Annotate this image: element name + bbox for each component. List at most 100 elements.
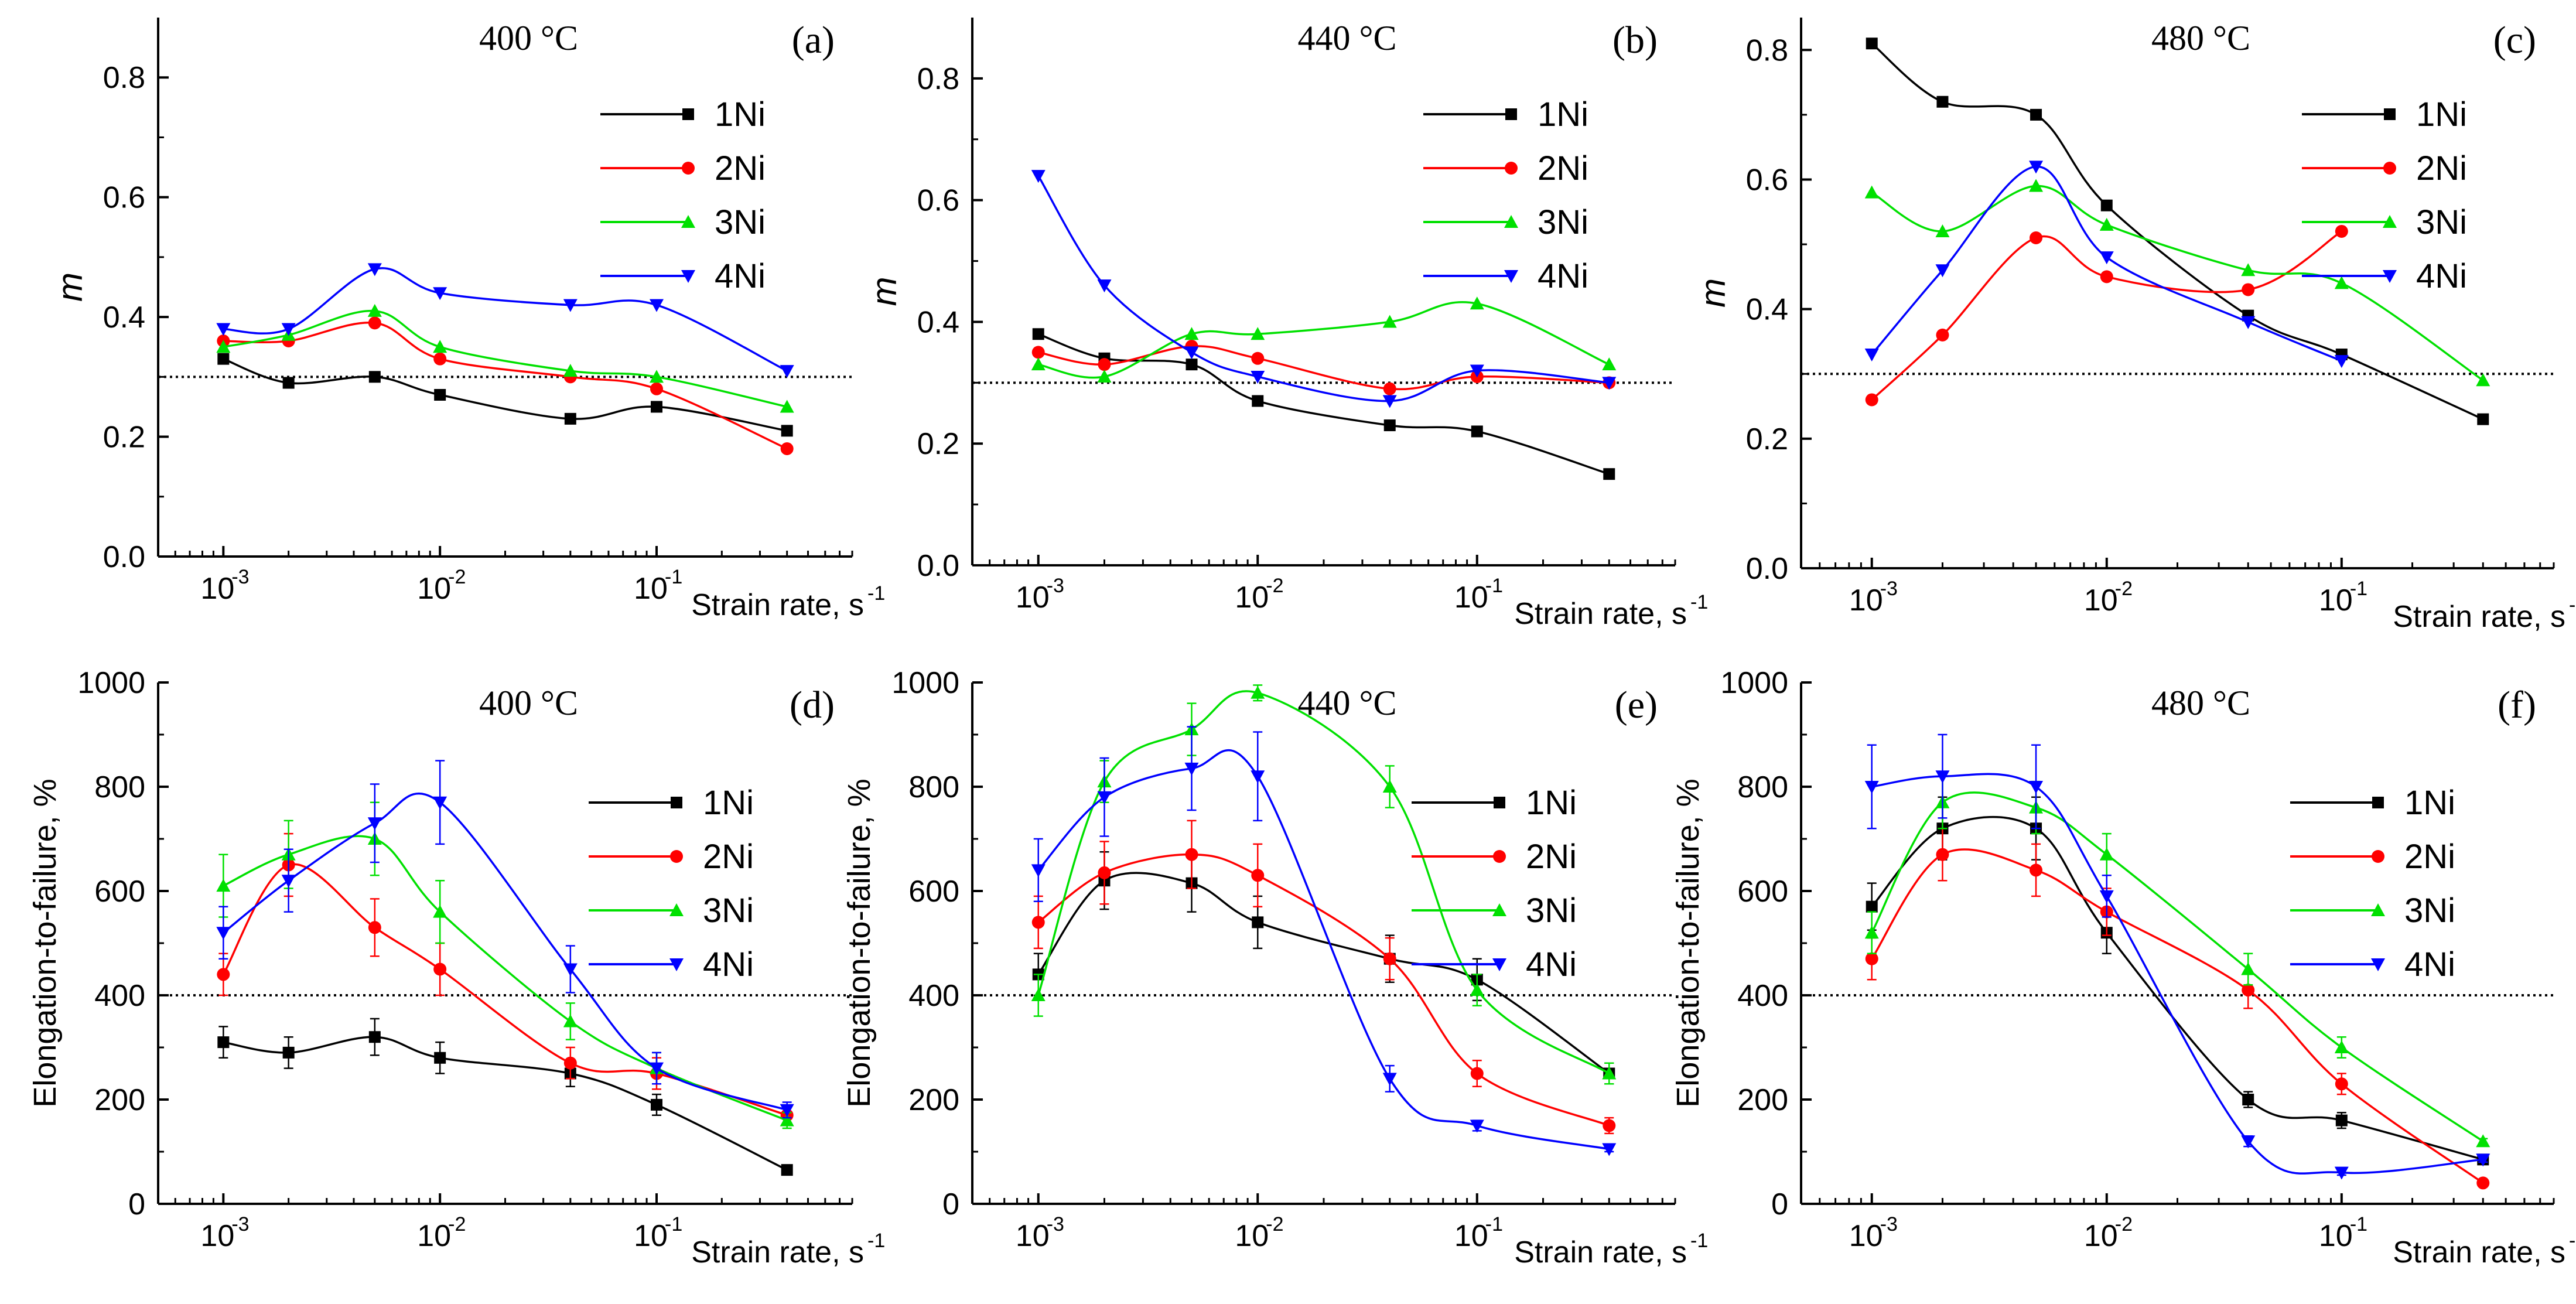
data-point [367, 263, 382, 276]
data-point [433, 352, 447, 366]
data-point [1935, 224, 1950, 237]
legend-label: 2Ni [2416, 149, 2467, 187]
data-point [433, 904, 447, 918]
x-axis-label: Strain rate, s-1 [2393, 1230, 2576, 1269]
data-point [780, 442, 794, 455]
legend-marker [681, 270, 695, 283]
legend-label: 2Ni [2404, 838, 2455, 876]
series-curve [1037, 872, 1610, 1074]
data-point [1251, 370, 1265, 384]
legend-label: 4Ni [715, 257, 766, 295]
data-point [2242, 984, 2255, 997]
y-tick-label: 0.4 [917, 305, 959, 339]
data-point [2334, 1040, 2349, 1053]
legend-marker [2383, 162, 2396, 175]
data-point [1936, 95, 1949, 108]
svg-text:-1: -1 [1485, 1213, 1503, 1235]
data-point [1865, 952, 1878, 965]
svg-text:-2: -2 [1266, 1213, 1283, 1235]
data-point [2335, 1077, 2348, 1091]
series-1Ni [217, 353, 793, 437]
series-1Ni [1866, 37, 2489, 425]
legend-label: 3Ni [715, 203, 766, 241]
svg-text:-1: -1 [665, 566, 682, 588]
x-tick-label: 10-3 [200, 1213, 249, 1253]
data-point [368, 921, 381, 934]
x-tick-label: 10-1 [634, 1213, 682, 1253]
legend-label: 4Ni [1538, 257, 1588, 295]
panel-title: 440 °C [1297, 684, 1396, 722]
data-point [1252, 395, 1264, 407]
data-point [1603, 468, 1615, 480]
data-point [1602, 1143, 1617, 1156]
panel-title: 400 °C [479, 19, 578, 57]
y-axis-label: Elongation-to-failure, % [1670, 779, 1706, 1107]
data-point [1097, 791, 1112, 804]
data-point [651, 401, 663, 413]
series-4Ni [1864, 733, 2490, 1180]
data-point [650, 299, 664, 312]
series-4Ni [216, 263, 794, 378]
legend-label: 4Ni [2404, 945, 2455, 984]
y-tick-label: 0 [1771, 1187, 1788, 1221]
data-point [1031, 864, 1046, 878]
legend-item-4Ni: 4Ni [600, 257, 766, 295]
svg-text:10: 10 [1235, 1219, 1269, 1253]
y-tick-label: 0.8 [1746, 33, 1788, 67]
data-point [2334, 355, 2349, 368]
legend-label: 4Ni [2416, 257, 2467, 295]
data-point [2100, 270, 2113, 284]
data-point [2335, 224, 2348, 238]
series-curve [1038, 333, 1610, 475]
x-tick-label: 10-2 [1235, 1213, 1283, 1253]
data-point [1382, 315, 1397, 328]
svg-text:-3: -3 [231, 566, 249, 588]
svg-text:-3: -3 [1880, 1213, 1898, 1235]
panel-label: (f) [2498, 684, 2536, 726]
y-axis-label: m [50, 272, 90, 302]
data-point [2476, 1176, 2490, 1190]
data-point [564, 412, 576, 425]
series-curve [1871, 791, 2484, 1142]
svg-text:10: 10 [1454, 581, 1488, 615]
data-point [1383, 382, 1396, 395]
data-point [2334, 276, 2349, 289]
series-curve [1038, 301, 1610, 379]
svg-text:Strain rate, s: Strain rate, s [691, 1235, 864, 1269]
series-curve [1037, 853, 1610, 1127]
svg-text:10: 10 [2319, 1219, 2353, 1253]
y-tick-label: 0.6 [103, 181, 145, 215]
data-point [1184, 327, 1199, 340]
panel-title: 440 °C [1297, 19, 1396, 57]
legend-item-3Ni: 3Ni [1423, 203, 1588, 241]
series-2Ni [1031, 340, 1616, 395]
x-axis-label: Strain rate, s-1 [691, 1230, 885, 1269]
data-point [216, 927, 231, 940]
panel-label: (d) [790, 684, 835, 726]
svg-text:10: 10 [2084, 1219, 2118, 1253]
svg-text:-2: -2 [2115, 578, 2133, 600]
data-point [2029, 781, 2044, 794]
data-point [1864, 781, 1879, 794]
data-point [217, 1036, 230, 1049]
svg-text:-2: -2 [2115, 1213, 2133, 1235]
data-point [216, 340, 231, 353]
series-4Ni [1031, 726, 1617, 1156]
y-tick-label: 0.0 [1746, 552, 1788, 586]
legend-label: 3Ni [1526, 892, 1577, 930]
data-point [1866, 37, 1878, 50]
data-point [2242, 1094, 2254, 1105]
legend-marker [1492, 958, 1506, 971]
data-point [2030, 108, 2042, 121]
svg-text:10: 10 [634, 572, 668, 606]
panel-label: (c) [2493, 19, 2536, 62]
x-axis-label: Strain rate, s-1 [1514, 1230, 1708, 1269]
data-point [1184, 346, 1199, 360]
x-tick-label: 10-2 [2084, 1213, 2133, 1253]
data-point [216, 323, 231, 336]
legend-item-4Ni: 4Ni [2290, 945, 2455, 984]
data-point [1864, 185, 1879, 199]
legend-item-1Ni: 1Ni [600, 95, 766, 134]
